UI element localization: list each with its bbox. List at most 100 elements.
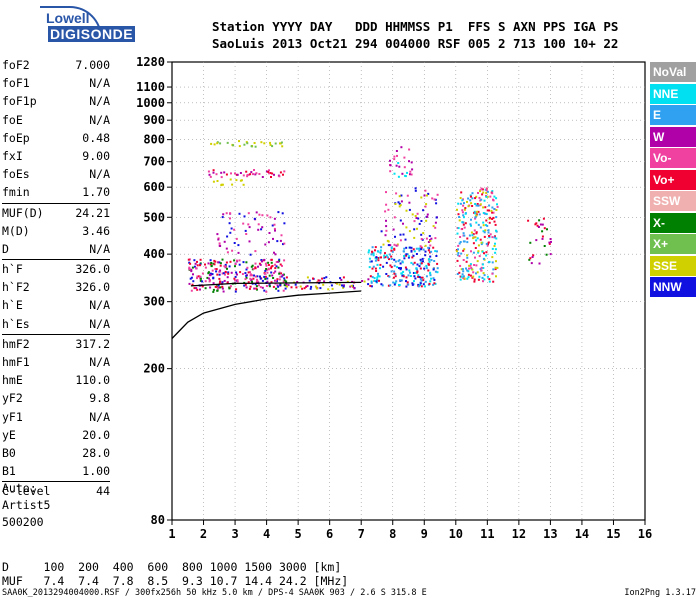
echo-point — [212, 282, 215, 285]
echo-point — [474, 203, 477, 205]
echo-point — [294, 283, 297, 286]
echo-point — [229, 217, 231, 220]
echo-point — [279, 275, 282, 278]
echo-point — [416, 270, 419, 273]
echo-point — [406, 171, 408, 174]
y-tick-label: 500 — [143, 210, 165, 224]
echo-point — [261, 260, 263, 263]
param-row: foF2 7.000 — [2, 56, 110, 74]
echo-point — [190, 276, 193, 279]
echo-point — [414, 277, 417, 280]
echo-point — [491, 261, 494, 264]
echo-point — [339, 277, 342, 280]
echo-point — [459, 202, 462, 205]
echo-point — [212, 262, 215, 265]
echo-point — [263, 272, 266, 275]
echo-point — [475, 231, 478, 234]
echo-point — [209, 259, 212, 262]
echo-point — [196, 277, 198, 280]
echo-point — [221, 272, 224, 275]
echo-point — [187, 258, 190, 261]
echo-point — [463, 248, 466, 251]
echo-point — [264, 243, 267, 246]
echo-point — [429, 280, 432, 283]
echo-point — [254, 283, 257, 286]
echo-point — [242, 174, 245, 177]
echo-point — [529, 257, 532, 260]
echo-point — [393, 172, 396, 175]
echo-point — [218, 261, 221, 264]
echo-point — [191, 266, 194, 269]
echo-point — [413, 220, 416, 223]
echo-point — [243, 284, 246, 287]
echo-point — [397, 175, 400, 178]
echo-point — [250, 145, 253, 148]
echo-point — [475, 239, 478, 242]
echo-point — [410, 246, 413, 249]
param-row: h`F 326.0 — [2, 260, 110, 278]
echo-point — [457, 202, 460, 205]
echo-point — [221, 285, 224, 288]
echo-point — [201, 272, 204, 275]
echo-point — [270, 176, 272, 178]
echo-point — [220, 176, 223, 179]
echo-point — [400, 267, 402, 270]
echo-point — [456, 273, 459, 275]
echo-point — [377, 274, 380, 277]
echo-point — [461, 268, 464, 271]
echo-point — [216, 273, 219, 276]
echo-point — [383, 254, 386, 257]
echo-point — [546, 228, 548, 231]
echo-point — [471, 276, 474, 279]
echo-point — [221, 281, 224, 284]
echo-point — [400, 272, 403, 275]
echo-point — [433, 198, 436, 201]
echo-point — [460, 268, 463, 271]
distance-row: D 100 200 400 600 800 1000 1500 3000 [km… — [2, 560, 342, 574]
echo-point — [270, 258, 273, 261]
echo-point — [414, 189, 417, 192]
echo-point — [478, 275, 481, 278]
echo-point — [392, 281, 395, 284]
echo-point — [483, 278, 486, 281]
echo-point — [480, 187, 483, 190]
param-name: hmF2 — [2, 336, 30, 351]
echo-point — [377, 250, 380, 253]
echo-point — [251, 280, 253, 283]
echo-point — [191, 283, 194, 286]
echo-point — [457, 254, 460, 257]
echo-point — [385, 191, 387, 194]
echo-point — [400, 194, 403, 197]
echo-point — [472, 242, 475, 245]
echo-point — [264, 277, 267, 280]
echo-point — [373, 280, 376, 282]
echo-point — [224, 270, 227, 273]
echo-point — [474, 216, 477, 219]
echo-point — [277, 211, 280, 214]
echo-point — [395, 150, 398, 152]
echo-point — [392, 276, 395, 279]
echo-point — [462, 259, 465, 261]
echo-point — [494, 248, 497, 251]
echo-point — [223, 171, 226, 174]
x-tick-label: 3 — [231, 527, 238, 541]
y-tick-label: 700 — [143, 155, 165, 169]
echo-point — [374, 259, 377, 262]
param-name: B1 — [2, 464, 16, 479]
echo-point — [188, 261, 191, 264]
param-value: 20.0 — [82, 427, 110, 442]
echo-point — [214, 268, 217, 270]
legend-item: E — [650, 105, 696, 125]
echo-point — [483, 235, 486, 238]
param-name: h`Es — [2, 316, 30, 331]
echo-point — [528, 258, 531, 261]
echo-point — [218, 270, 221, 273]
echo-point — [274, 267, 277, 270]
header-line1: Station YYYY DAY DDD HHMMSS P1 FFS S AXN… — [212, 19, 619, 34]
param-value: 0.48 — [82, 130, 110, 145]
echo-point — [349, 285, 352, 288]
x-tick-label: 15 — [606, 527, 620, 541]
echo-point — [489, 216, 492, 219]
echo-point — [308, 279, 311, 282]
echo-point — [238, 145, 241, 148]
